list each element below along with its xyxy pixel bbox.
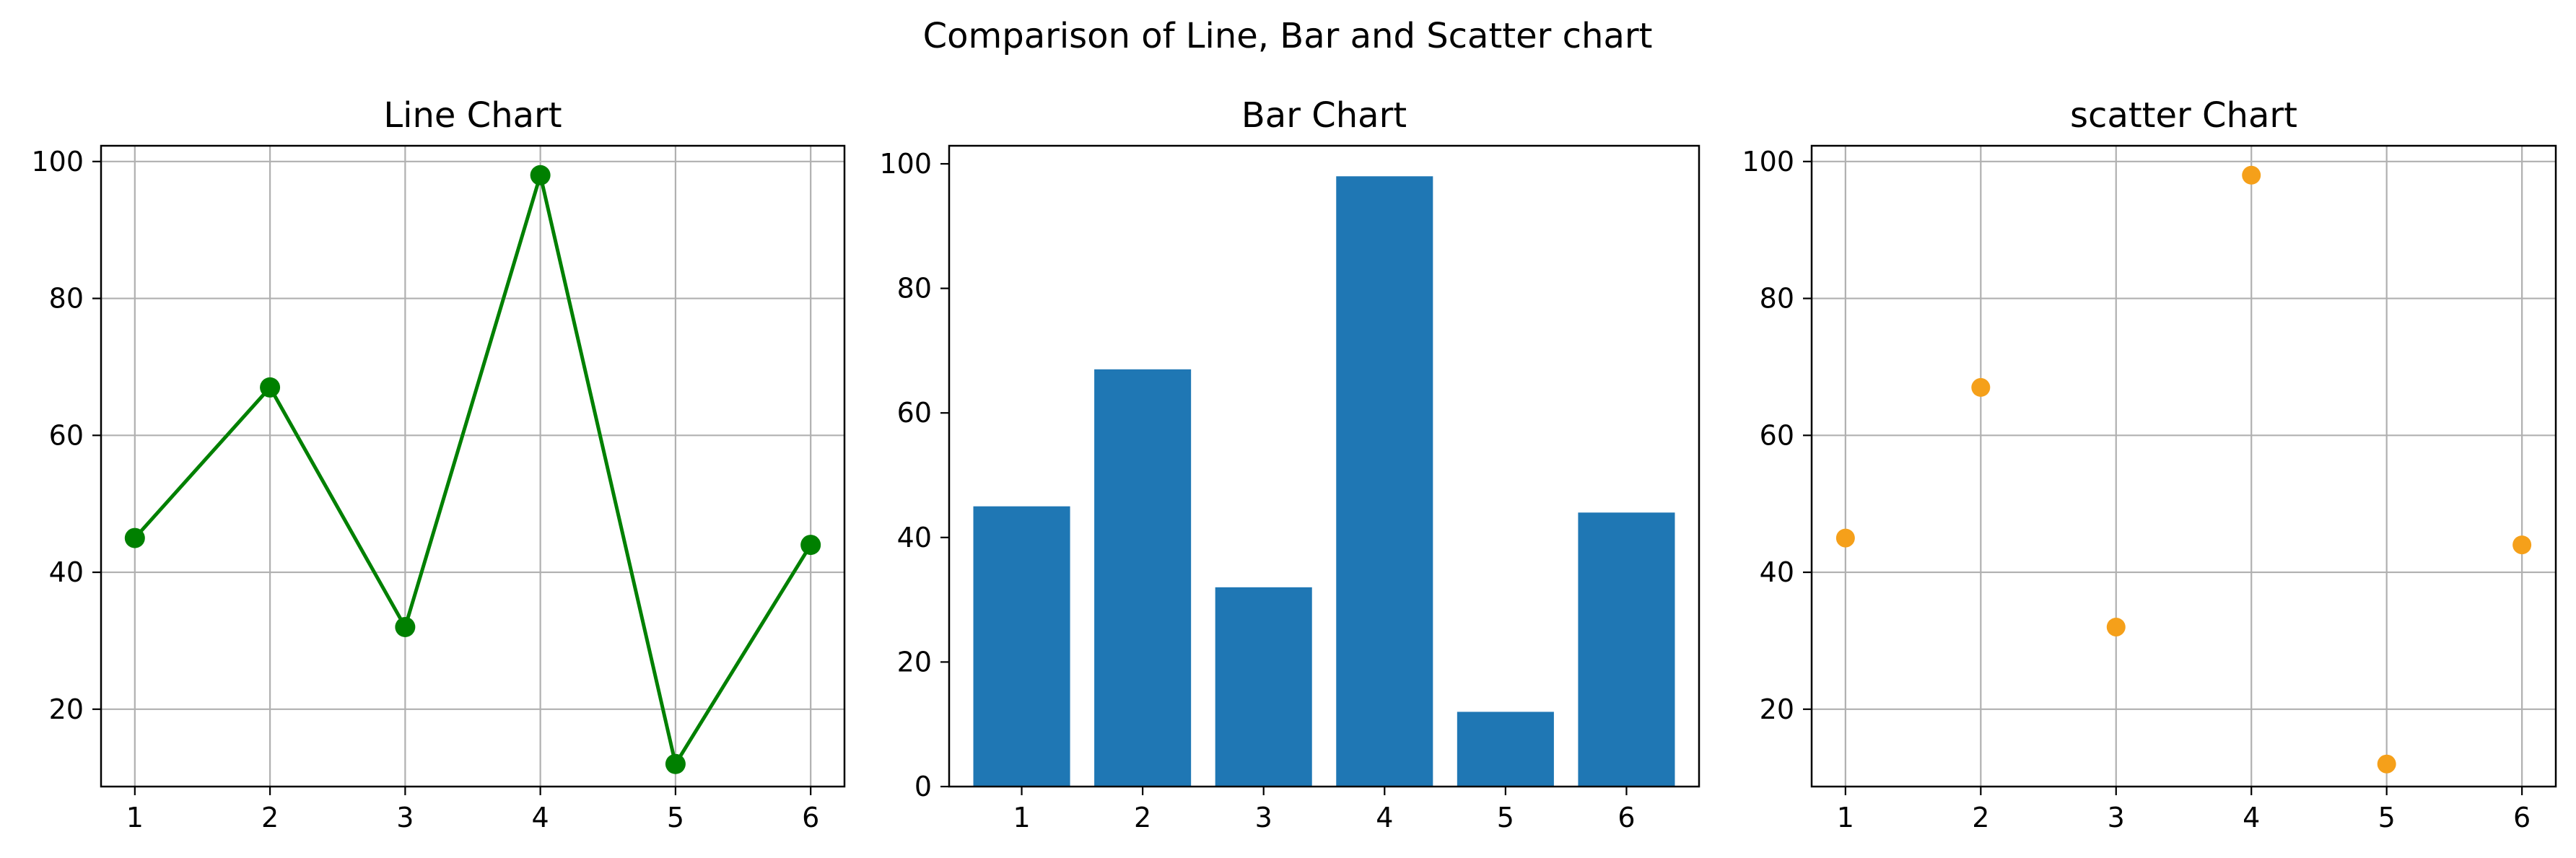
- line-point-6: [800, 535, 821, 556]
- scatter-point-4: [2242, 165, 2261, 185]
- y-tick-label: 60: [897, 397, 932, 429]
- x-tick-label: 4: [2243, 802, 2260, 833]
- chart-title: Line Chart: [383, 95, 562, 136]
- line-point-4: [530, 165, 551, 185]
- x-tick-label: 3: [1255, 802, 1272, 833]
- x-tick-label: 2: [1972, 802, 1989, 833]
- scatter-point-2: [1971, 377, 1991, 397]
- y-tick-label: 60: [49, 419, 84, 451]
- line-point-1: [124, 528, 145, 548]
- x-tick-label: 4: [1376, 802, 1393, 833]
- bar-5: [1457, 712, 1554, 787]
- line-chart-panel: 1 2 3 4 5 6 20 40 60 80 100 Line Chart: [31, 95, 846, 833]
- x-tick-label: 1: [1013, 802, 1030, 833]
- plot-area: [101, 146, 844, 787]
- scatter-chart-panel: 1 2 3 4 5 6 20 40 60 80 100 scatter Chart: [1742, 95, 2557, 833]
- figure-suptitle: Comparison of Line, Bar and Scatter char…: [923, 16, 1653, 56]
- y-tick-label: 20: [897, 646, 932, 678]
- x-tick-label: 6: [1617, 802, 1635, 833]
- y-tick-label: 60: [1760, 419, 1794, 451]
- y-tick-label: 100: [31, 146, 84, 178]
- axes-frame: [100, 144, 846, 788]
- x-tick-label: 5: [1497, 802, 1514, 833]
- bar-1: [973, 506, 1070, 787]
- axes-frame: [1810, 144, 2557, 788]
- y-tick-label: 40: [897, 522, 932, 553]
- x-tick-label: 1: [1837, 802, 1854, 833]
- bar-6: [1578, 512, 1675, 787]
- y-tick-label: 100: [879, 148, 932, 180]
- y-tick-label: 40: [1760, 556, 1794, 588]
- y-tick-label: 80: [49, 283, 84, 315]
- line-series: [133, 173, 813, 766]
- axes-frame: [948, 144, 1700, 788]
- y-tick-label: 80: [1760, 283, 1794, 315]
- x-tick-label: 6: [2513, 802, 2531, 833]
- scatter-point-1: [1835, 528, 1855, 548]
- line-point-2: [260, 377, 281, 398]
- bar-3: [1215, 587, 1312, 787]
- x-tick-label: 2: [261, 802, 279, 833]
- line-point-5: [665, 753, 686, 774]
- y-tick-label: 100: [1742, 146, 1794, 178]
- x-tick-label: 3: [396, 802, 414, 833]
- x-tick-label: 6: [802, 802, 819, 833]
- x-tick-label: 5: [2378, 802, 2396, 833]
- y-tick-label: 20: [1760, 693, 1794, 725]
- scatter-point-5: [2377, 754, 2396, 774]
- y-tick-label: 0: [914, 771, 932, 802]
- chart-title: scatter Chart: [2070, 95, 2297, 136]
- x-tick-label: 1: [126, 802, 144, 833]
- scatter-point-6: [2512, 535, 2532, 555]
- line-point-3: [395, 616, 416, 637]
- bar-4: [1336, 176, 1433, 787]
- y-tick-label: 40: [49, 556, 84, 588]
- x-tick-label: 2: [1134, 802, 1151, 833]
- bar-2: [1094, 369, 1192, 787]
- x-tick-label: 3: [2108, 802, 2125, 833]
- scatter-point-3: [2106, 617, 2126, 636]
- chart-title: Bar Chart: [1241, 95, 1407, 136]
- x-tick-label: 5: [667, 802, 684, 833]
- y-tick-label: 20: [49, 693, 84, 725]
- plot-area: [949, 146, 1699, 787]
- plot-area: [1812, 146, 2556, 787]
- y-tick-label: 80: [897, 273, 932, 305]
- x-tick-label: 4: [532, 802, 549, 833]
